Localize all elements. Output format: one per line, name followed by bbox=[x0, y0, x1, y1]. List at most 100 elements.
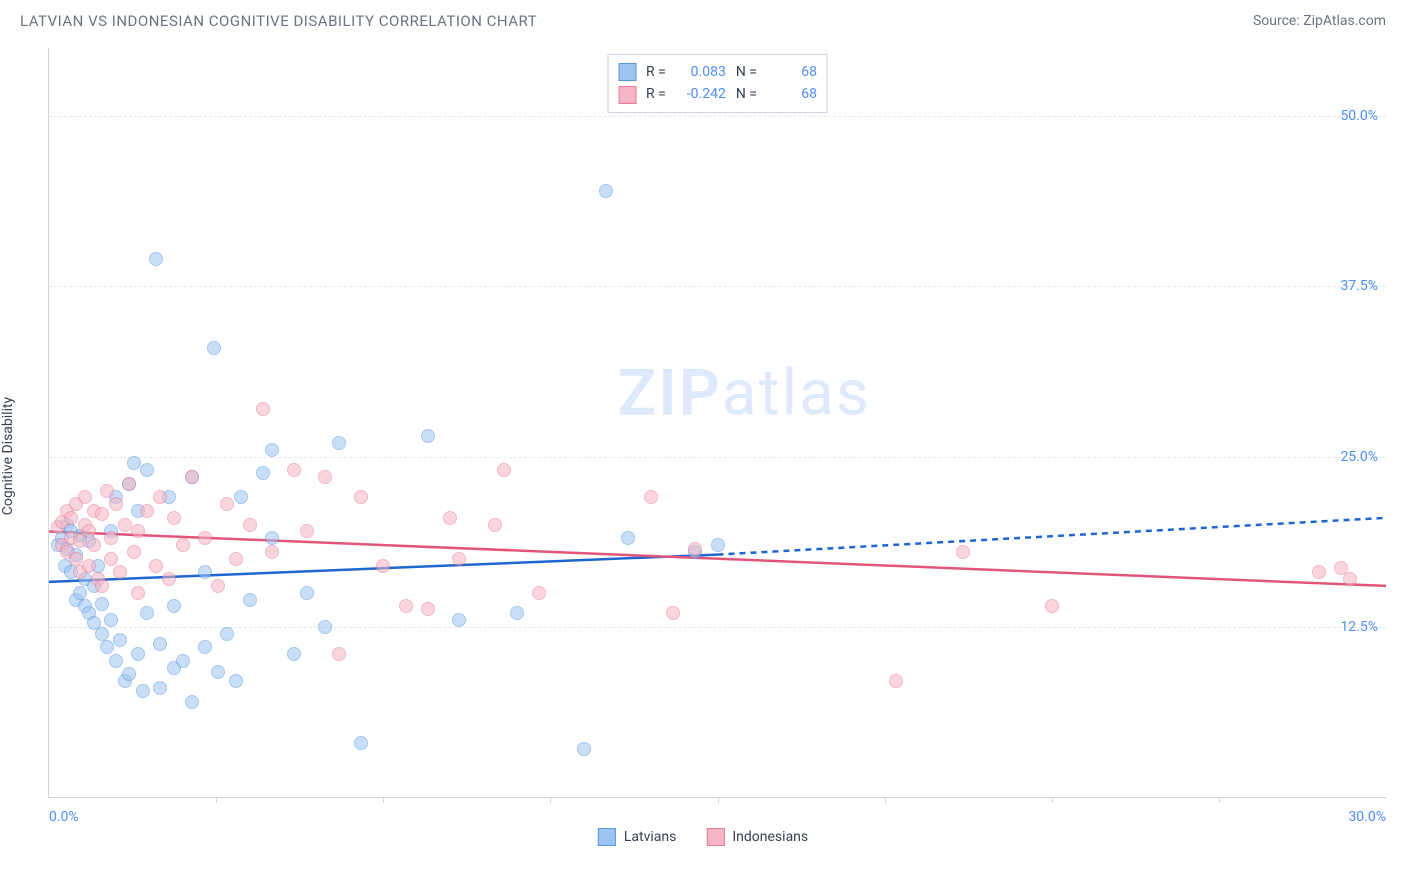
data-point bbox=[127, 545, 141, 559]
legend-n-label: N = bbox=[736, 83, 757, 105]
trend-lines bbox=[49, 48, 1386, 797]
data-point bbox=[122, 477, 136, 491]
plot-region: ZIPatlas R =0.083N =68R =-0.242N =68 12.… bbox=[48, 48, 1386, 798]
data-point bbox=[265, 545, 279, 559]
legend-swatch bbox=[598, 828, 616, 846]
data-point bbox=[122, 667, 136, 681]
data-point bbox=[211, 579, 225, 593]
data-point bbox=[421, 429, 435, 443]
data-point bbox=[131, 647, 145, 661]
gridline bbox=[49, 627, 1386, 628]
data-point bbox=[140, 463, 154, 477]
data-point bbox=[176, 538, 190, 552]
data-point bbox=[318, 620, 332, 634]
data-point bbox=[95, 579, 109, 593]
data-point bbox=[532, 586, 546, 600]
data-point bbox=[198, 640, 212, 654]
legend-row: R =0.083N =68 bbox=[618, 61, 817, 83]
data-point bbox=[153, 490, 167, 504]
chart-header: LATVIAN VS INDONESIAN COGNITIVE DISABILI… bbox=[0, 0, 1406, 38]
data-point bbox=[452, 552, 466, 566]
data-point bbox=[118, 518, 132, 532]
data-point bbox=[443, 511, 457, 525]
watermark: ZIPatlas bbox=[618, 355, 871, 430]
legend-swatch bbox=[706, 828, 724, 846]
data-point bbox=[185, 695, 199, 709]
data-point bbox=[109, 497, 123, 511]
legend-r-value: 0.083 bbox=[676, 61, 726, 83]
data-point bbox=[256, 466, 270, 480]
legend-n-value: 68 bbox=[767, 83, 817, 105]
data-point bbox=[82, 559, 96, 573]
data-point bbox=[149, 559, 163, 573]
data-point bbox=[185, 470, 199, 484]
data-point bbox=[265, 531, 279, 545]
data-point bbox=[64, 511, 78, 525]
data-point bbox=[95, 627, 109, 641]
data-point bbox=[104, 531, 118, 545]
data-point bbox=[300, 586, 314, 600]
data-point bbox=[234, 490, 248, 504]
y-tick-label: 25.0% bbox=[1340, 449, 1378, 465]
data-point bbox=[488, 518, 502, 532]
data-point bbox=[87, 538, 101, 552]
data-point bbox=[577, 742, 591, 756]
data-point bbox=[599, 184, 613, 198]
x-tick bbox=[383, 797, 384, 803]
y-tick-label: 50.0% bbox=[1340, 108, 1378, 124]
data-point bbox=[131, 586, 145, 600]
data-point bbox=[332, 647, 346, 661]
chart-title: LATVIAN VS INDONESIAN COGNITIVE DISABILI… bbox=[20, 12, 537, 30]
data-point bbox=[711, 538, 725, 552]
data-point bbox=[153, 681, 167, 695]
chart-area: Cognitive Disability ZIPatlas R =0.083N … bbox=[0, 38, 1406, 858]
legend-n-label: N = bbox=[736, 61, 757, 83]
data-point bbox=[78, 490, 92, 504]
legend-series-name: Indonesians bbox=[732, 829, 808, 845]
series-legend: LatviansIndonesians bbox=[598, 828, 808, 846]
data-point bbox=[69, 552, 83, 566]
data-point bbox=[198, 565, 212, 579]
gridline bbox=[49, 286, 1386, 287]
data-point bbox=[140, 606, 154, 620]
legend-n-value: 68 bbox=[767, 61, 817, 83]
data-point bbox=[265, 443, 279, 457]
x-tick bbox=[1219, 797, 1220, 803]
x-tick-label: 0.0% bbox=[49, 809, 79, 825]
legend-swatch bbox=[618, 86, 636, 104]
data-point bbox=[889, 674, 903, 688]
data-point bbox=[300, 524, 314, 538]
data-point bbox=[229, 552, 243, 566]
data-point bbox=[211, 665, 225, 679]
data-point bbox=[399, 599, 413, 613]
data-point bbox=[644, 490, 658, 504]
x-tick bbox=[550, 797, 551, 803]
source-attribution: Source: ZipAtlas.com bbox=[1253, 13, 1386, 29]
x-tick-label: 30.0% bbox=[1348, 809, 1386, 825]
data-point bbox=[176, 654, 190, 668]
data-point bbox=[421, 602, 435, 616]
data-point bbox=[140, 504, 154, 518]
data-point bbox=[109, 654, 123, 668]
data-point bbox=[207, 341, 221, 355]
data-point bbox=[510, 606, 524, 620]
legend-r-value: -0.242 bbox=[676, 83, 726, 105]
legend-swatch bbox=[618, 63, 636, 81]
data-point bbox=[220, 627, 234, 641]
data-point bbox=[104, 552, 118, 566]
data-point bbox=[376, 559, 390, 573]
data-point bbox=[956, 545, 970, 559]
data-point bbox=[1312, 565, 1326, 579]
data-point bbox=[243, 518, 257, 532]
data-point bbox=[131, 524, 145, 538]
data-point bbox=[1343, 572, 1357, 586]
y-tick-label: 37.5% bbox=[1340, 278, 1378, 294]
data-point bbox=[127, 456, 141, 470]
data-point bbox=[666, 606, 680, 620]
data-point bbox=[95, 597, 109, 611]
data-point bbox=[167, 511, 181, 525]
x-tick bbox=[1052, 797, 1053, 803]
data-point bbox=[354, 490, 368, 504]
data-point bbox=[100, 640, 114, 654]
gridline bbox=[49, 457, 1386, 458]
